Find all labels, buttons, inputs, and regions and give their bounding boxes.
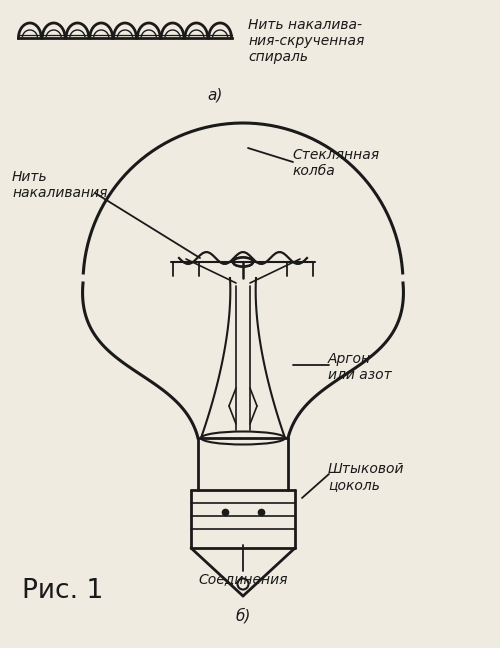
Text: а): а): [208, 87, 222, 102]
Text: Аргон
или азот: Аргон или азот: [328, 352, 392, 382]
Text: Нить накалива-
ния-скрученная
спираль: Нить накалива- ния-скрученная спираль: [248, 18, 364, 64]
Ellipse shape: [233, 257, 253, 266]
Text: Нить
накаливания: Нить накаливания: [12, 170, 108, 200]
Text: Штыковой
цоколь: Штыковой цоколь: [328, 462, 404, 492]
Text: Рис. 1: Рис. 1: [22, 578, 103, 604]
Text: б): б): [236, 608, 250, 623]
Text: Стеклянная
колба: Стеклянная колба: [292, 148, 379, 178]
Text: Соединения: Соединения: [198, 572, 288, 586]
